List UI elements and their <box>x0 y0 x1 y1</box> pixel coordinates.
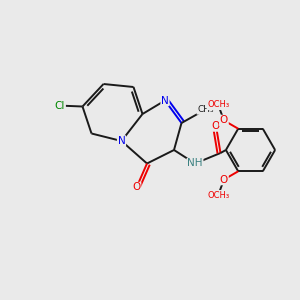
Text: Cl: Cl <box>55 100 65 111</box>
Text: CH₃: CH₃ <box>197 105 214 114</box>
Text: OCH₃: OCH₃ <box>207 100 229 109</box>
Text: OCH₃: OCH₃ <box>207 190 229 200</box>
Text: O: O <box>220 175 228 184</box>
Text: O: O <box>132 182 141 193</box>
Text: NH: NH <box>187 158 203 169</box>
Text: O: O <box>220 116 228 125</box>
Text: O: O <box>212 121 220 131</box>
Text: N: N <box>118 136 125 146</box>
Text: N: N <box>161 95 169 106</box>
